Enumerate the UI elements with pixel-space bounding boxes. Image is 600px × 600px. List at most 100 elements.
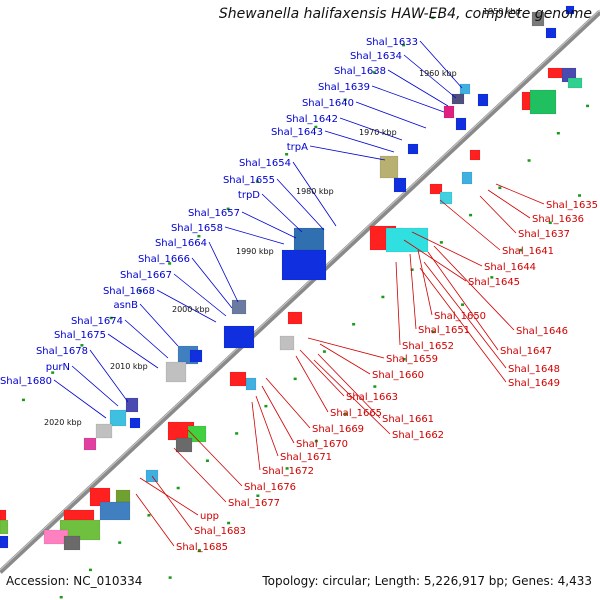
tick-mark	[431, 330, 435, 334]
gene-label: trpA	[287, 142, 308, 153]
kbp-label: 2000 kbp	[172, 305, 210, 314]
gene-label: Shal_1670	[296, 439, 348, 450]
gene-label: Shal_1666	[138, 254, 190, 265]
gene-label: Shal_1660	[372, 370, 424, 381]
gene-feature	[245, 377, 257, 391]
gene-label: Shal_1665	[330, 408, 382, 419]
gene-label: trpD	[238, 190, 260, 201]
tick-mark	[548, 221, 552, 225]
leader-line	[241, 211, 297, 239]
leader-line	[411, 231, 483, 267]
tick-mark	[168, 576, 172, 579]
gene-feature	[0, 519, 9, 535]
gene-label: Shal_1657	[188, 208, 240, 219]
tick-mark	[255, 180, 259, 183]
gene-label: Shal_1652	[402, 341, 454, 352]
gene-label: Shal_1643	[271, 127, 323, 138]
gene-label: Shal_1667	[120, 270, 172, 281]
leader-line	[173, 273, 227, 317]
tick-mark	[586, 104, 590, 108]
gene-feature	[189, 349, 203, 363]
gene-feature	[223, 325, 255, 349]
kbp-label: 1990 kbp	[236, 247, 274, 256]
gene-feature	[0, 509, 7, 521]
gene-feature	[187, 425, 207, 443]
gene-feature	[439, 191, 453, 205]
gene-label: Shal_1662	[392, 430, 444, 441]
leader-line	[261, 193, 303, 233]
gene-label: Shal_1634	[350, 51, 402, 62]
kbp-label: 2010 kbp	[110, 362, 148, 371]
gene-feature	[279, 335, 295, 351]
gene-label: Shal_1645	[468, 277, 520, 288]
tick-mark	[118, 541, 122, 544]
gene-label: Shal_1641	[502, 246, 554, 257]
leader-line	[251, 401, 261, 471]
tick-mark	[235, 432, 239, 435]
leader-line	[156, 289, 217, 323]
gene-feature	[231, 299, 247, 315]
leader-line	[139, 303, 179, 347]
gene-feature	[293, 227, 325, 255]
gene-feature	[83, 437, 97, 451]
leader-line	[135, 493, 175, 547]
leader-line	[124, 319, 169, 359]
leader-line	[417, 249, 433, 316]
map-title: Shewanella halifaxensis HAW-EB4, complet…	[218, 6, 592, 22]
kbp-label: 1980 kbp	[296, 187, 334, 196]
gene-feature	[379, 155, 399, 179]
leader-line	[107, 333, 159, 369]
gene-feature	[281, 249, 327, 281]
leader-line	[395, 261, 401, 346]
gene-feature	[95, 423, 113, 439]
accession-text: Accession: NC_010334	[6, 574, 143, 588]
leader-line	[423, 261, 507, 369]
leader-line	[224, 226, 285, 245]
gene-label: Shal_1646	[516, 326, 568, 337]
leader-line	[409, 253, 417, 330]
tick-mark	[285, 467, 289, 470]
leader-line	[403, 54, 457, 99]
gene-label: Shal_1647	[500, 346, 552, 357]
leader-line	[53, 379, 107, 419]
tick-mark	[168, 262, 172, 265]
leader-line	[487, 189, 531, 219]
gene-label: Shal_1650	[434, 311, 486, 322]
gene-feature	[565, 5, 575, 15]
leader-line	[255, 395, 279, 457]
leader-line	[355, 101, 427, 129]
leader-line	[319, 343, 371, 375]
gene-label: Shal_1642	[286, 114, 338, 125]
tick-mark	[138, 289, 142, 292]
tick-mark	[109, 316, 113, 320]
tick-mark	[519, 248, 523, 252]
gene-feature	[567, 77, 583, 89]
tick-mark	[51, 371, 55, 374]
gene-feature	[175, 437, 193, 453]
gene-feature	[393, 177, 407, 193]
tick-mark	[343, 98, 347, 101]
tick-mark	[147, 514, 151, 517]
leader-line	[403, 239, 467, 282]
gene-feature	[459, 83, 471, 95]
gene-label: Shal_1674	[71, 316, 123, 327]
gene-feature	[407, 143, 419, 155]
kbp-label: 1950 kbp	[483, 7, 521, 16]
gene-label: Shal_1676	[244, 482, 296, 493]
gene-label: Shal_1672	[262, 466, 314, 477]
leader-line	[317, 353, 381, 419]
gene-label: Shal_1663	[346, 392, 398, 403]
gene-label: upp	[200, 511, 219, 522]
tick-mark	[352, 323, 356, 326]
tick-mark	[372, 71, 376, 74]
gene-feature	[287, 311, 303, 325]
gene-label: Shal_1633	[366, 37, 418, 48]
tick-mark	[227, 521, 231, 525]
leader-line	[191, 257, 233, 309]
gene-feature	[0, 535, 9, 549]
gene-feature	[385, 227, 429, 253]
kbp-label: 1960 kbp	[419, 69, 457, 78]
leader-line	[187, 429, 243, 487]
kbp-label: 2020 kbp	[44, 418, 82, 427]
